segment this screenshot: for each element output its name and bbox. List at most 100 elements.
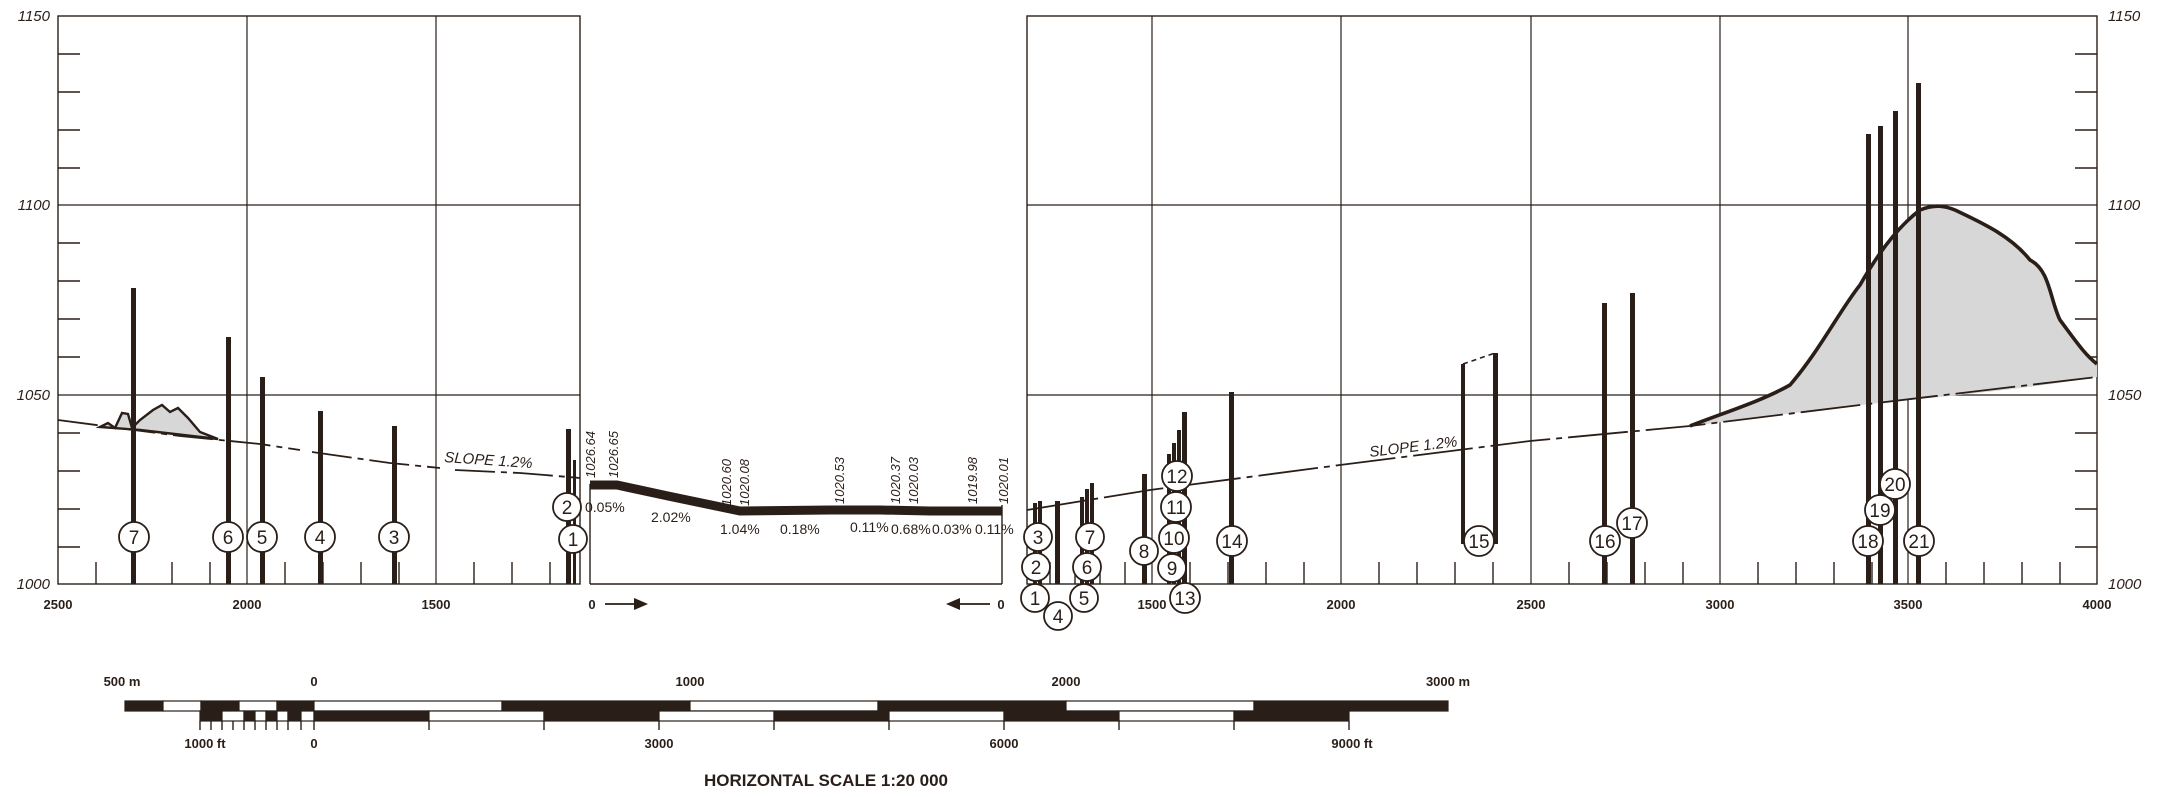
right-borehole-num-15: 15 bbox=[1468, 532, 1489, 553]
left-y-ticks bbox=[58, 53, 80, 548]
right-borehole-num-19: 19 bbox=[1869, 501, 1890, 522]
elev-1020-03: 1020.03 bbox=[906, 456, 921, 504]
right-borehole-circle-1: 1 bbox=[1020, 583, 1050, 613]
borehole-7-left bbox=[131, 288, 136, 584]
scale-metric-500m: 500 m bbox=[104, 674, 141, 689]
left-borehole-circle-6: 6 bbox=[212, 521, 244, 553]
tunnel-grade-line bbox=[590, 480, 1002, 516]
right-borehole-num-13: 13 bbox=[1174, 589, 1195, 610]
right-y-ticks bbox=[2075, 53, 2097, 548]
left-borehole-num-5: 5 bbox=[257, 528, 268, 549]
right-borehole-circle-10: 10 bbox=[1158, 522, 1190, 554]
borehole-1-left bbox=[573, 460, 576, 584]
right-x-label-3500: 3500 bbox=[1894, 597, 1923, 612]
scale-imperial-1000ft: 1000 ft bbox=[184, 736, 226, 751]
scale-imperial-0: 0 bbox=[310, 736, 317, 751]
right-borehole-num-18: 18 bbox=[1857, 532, 1878, 553]
right-borehole-circle-20: 20 bbox=[1879, 468, 1911, 500]
elev-1020-37: 1020.37 bbox=[888, 456, 903, 504]
scale-bar: 500 m 0 1000 2000 3000 m bbox=[104, 674, 1470, 790]
scale-title: HORIZONTAL SCALE 1:20 000 bbox=[704, 771, 948, 790]
y-label-1150-right: 1150 bbox=[2108, 8, 2141, 25]
right-borehole-num-3: 3 bbox=[1033, 528, 1044, 549]
right-borehole-circle-19: 19 bbox=[1864, 494, 1896, 526]
right-x-label-4000: 4000 bbox=[2083, 597, 2112, 612]
left-borehole-num-1: 1 bbox=[568, 530, 579, 551]
borehole-4-left bbox=[318, 411, 323, 584]
y-label-1050-right: 1050 bbox=[2108, 387, 2142, 404]
right-borehole-num-6: 6 bbox=[1082, 558, 1093, 579]
scale-metric-3000m: 3000 m bbox=[1426, 674, 1470, 689]
grade-2-02: 2.02% bbox=[651, 509, 691, 525]
borehole-6-left bbox=[226, 337, 231, 584]
right-borehole-num-17: 17 bbox=[1621, 514, 1642, 535]
right-borehole-num-4: 4 bbox=[1053, 607, 1064, 628]
right-slope-label: SLOPE 1.2% bbox=[1368, 433, 1458, 461]
right-panel-frame bbox=[1026, 15, 2098, 585]
right-borehole-circle-14: 14 bbox=[1216, 525, 1248, 557]
right-x-label-3000: 3000 bbox=[1706, 597, 1735, 612]
scale-imperial-ticks bbox=[199, 721, 1350, 730]
elev-1020-60: 1020.60 bbox=[719, 458, 734, 506]
grade-0-18: 0.18% bbox=[780, 521, 820, 537]
right-borehole-num-14: 14 bbox=[1221, 532, 1243, 553]
left-slope-label: SLOPE 1.2% bbox=[444, 449, 533, 472]
right-arrow-icon bbox=[605, 598, 648, 610]
y-label-1150-left: 1150 bbox=[18, 8, 51, 25]
left-borehole-circle-3: 3 bbox=[378, 521, 410, 553]
y-axis-labels-right: 1150 1100 1050 1000 bbox=[2108, 8, 2142, 593]
right-mountain-outline bbox=[1689, 204, 2099, 428]
right-borehole-num-8: 8 bbox=[1139, 542, 1150, 563]
scale-metric-2000: 2000 bbox=[1052, 674, 1081, 689]
right-x-label-2500: 2500 bbox=[1517, 597, 1546, 612]
right-borehole-num-12: 12 bbox=[1166, 467, 1187, 488]
grade-0-05: 0.05% bbox=[585, 499, 625, 515]
left-borehole-num-2: 2 bbox=[562, 498, 573, 519]
left-panel: SLOPE 1.2% 7 6 5 4 3 2 1 bbox=[44, 15, 648, 612]
scale-imperial-bar bbox=[199, 710, 1350, 722]
right-borehole-circle-18: 18 bbox=[1852, 525, 1884, 557]
left-borehole-circle-7: 7 bbox=[118, 521, 150, 553]
right-borehole-circle-4: 4 bbox=[1043, 601, 1073, 631]
right-x-label-2000: 2000 bbox=[1327, 597, 1356, 612]
scale-metric-bar bbox=[124, 700, 1449, 712]
right-borehole-num-21: 21 bbox=[1908, 532, 1929, 553]
left-x-label-1500: 1500 bbox=[422, 597, 451, 612]
y-label-1100-left: 1100 bbox=[18, 197, 51, 214]
scale-imperial-6000: 6000 bbox=[990, 736, 1019, 751]
y-label-1100-right: 1100 bbox=[2108, 197, 2141, 214]
right-borehole-circle-3: 3 bbox=[1023, 522, 1053, 552]
right-borehole-num-1: 1 bbox=[1030, 589, 1041, 610]
left-borehole-num-4: 4 bbox=[315, 528, 326, 549]
left-borehole-circle-5: 5 bbox=[246, 521, 278, 553]
tunnel-elevation-labels: 1026.64 1026.65 1020.60 1020.08 1020.53 … bbox=[583, 430, 1011, 506]
tunnel-grade-labels: 0.05% 2.02% 1.04% 0.18% 0.11% 0.68% 0.03… bbox=[585, 499, 1014, 537]
left-borehole-num-3: 3 bbox=[389, 528, 400, 549]
borehole-3-left bbox=[392, 426, 397, 584]
right-borehole-circle-15: 15 bbox=[1463, 525, 1495, 557]
elev-1026-64: 1026.64 bbox=[583, 431, 598, 478]
grade-0-11b: 0.11% bbox=[975, 521, 1014, 537]
right-borehole-circle-8: 8 bbox=[1129, 536, 1159, 566]
left-x-label-2000: 2000 bbox=[233, 597, 262, 612]
middle-panel: 1026.64 1026.65 1020.60 1020.08 1020.53 … bbox=[583, 430, 1014, 585]
y-label-1000-left: 1000 bbox=[17, 576, 51, 593]
right-borehole-circle-6: 6 bbox=[1072, 552, 1102, 582]
scale-metric-0: 0 bbox=[310, 674, 317, 689]
right-borehole-num-10: 10 bbox=[1163, 529, 1184, 550]
right-borehole-circle-16: 16 bbox=[1589, 525, 1621, 557]
left-borehole-circle-4: 4 bbox=[304, 521, 336, 553]
right-slope-line bbox=[1026, 376, 2098, 511]
right-borehole-circle-21: 21 bbox=[1903, 525, 1935, 557]
right-borehole-num-5: 5 bbox=[1079, 589, 1090, 610]
scale-imperial-3000: 3000 bbox=[645, 736, 674, 751]
left-borehole-num-7: 7 bbox=[129, 528, 140, 549]
left-borehole-circle-2: 2 bbox=[552, 492, 582, 522]
right-panel: SLOPE 1.2% 1 2 3 4 5 6 7 8 9 bbox=[946, 15, 2112, 631]
left-x-label-0: 0 bbox=[588, 597, 595, 612]
elev-1026-65: 1026.65 bbox=[606, 430, 621, 478]
borehole-5-left bbox=[260, 377, 265, 584]
y-label-1050-left: 1050 bbox=[17, 387, 51, 404]
elev-1019-98: 1019.98 bbox=[965, 456, 980, 504]
elev-1020-08: 1020.08 bbox=[737, 458, 752, 506]
